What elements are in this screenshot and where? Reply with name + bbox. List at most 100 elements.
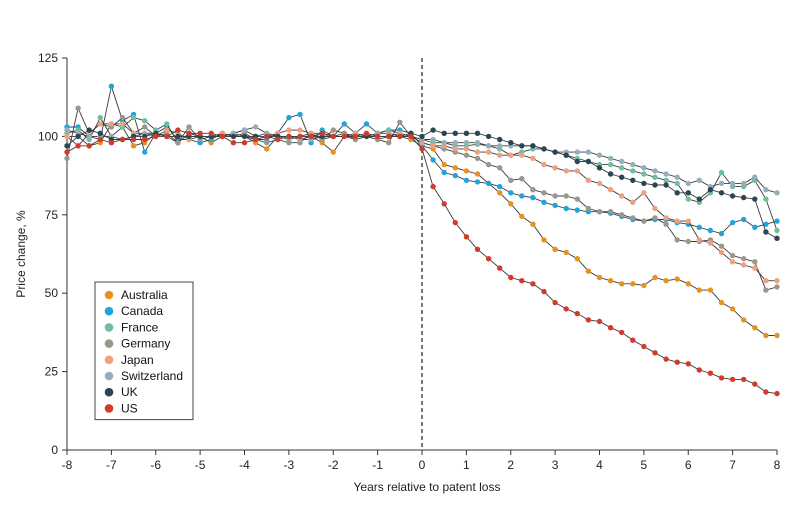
data-point-japan: [519, 152, 525, 158]
x-tick-label: -3: [284, 458, 295, 472]
data-point-switzerland: [752, 174, 758, 180]
data-point-japan: [474, 149, 481, 155]
data-point-germany: [585, 205, 592, 212]
data-point-canada: [741, 216, 747, 223]
data-point-us: [563, 306, 569, 312]
legend-box: [94, 281, 194, 421]
data-point-germany: [397, 119, 403, 126]
data-point-switzerland: [741, 180, 747, 187]
legend-item-canada: Canada: [104, 304, 163, 318]
data-point-us: [308, 133, 314, 140]
data-point-canada: [430, 157, 436, 163]
data-point-switzerland: [463, 140, 470, 146]
data-point-uk: [718, 190, 725, 196]
data-point-australia: [519, 213, 525, 220]
data-point-switzerland: [663, 171, 669, 177]
data-point-us: [419, 146, 425, 152]
data-point-us: [186, 130, 192, 136]
data-point-uk: [175, 133, 181, 140]
data-point-uk: [630, 177, 636, 183]
data-point-japan: [164, 127, 170, 133]
y-axis-title: Price change, %: [14, 210, 28, 298]
data-point-us: [652, 350, 658, 356]
data-point-australia: [130, 143, 137, 149]
data-point-us: [386, 133, 392, 140]
data-point-japan: [452, 146, 458, 152]
y-tick-label: 75: [45, 208, 59, 222]
legend-marker: [104, 339, 114, 348]
data-point-us: [75, 143, 81, 149]
legend-label: France: [121, 320, 159, 334]
data-point-uk: [674, 190, 680, 196]
data-point-france: [607, 161, 614, 168]
data-point-germany: [630, 215, 636, 221]
data-point-switzerland: [718, 180, 725, 187]
legend: Australia Canada France Germany Japan Switzer…: [94, 281, 194, 421]
data-point-switzerland: [86, 133, 92, 140]
data-point-switzerland: [485, 143, 492, 149]
data-point-canada: [541, 199, 547, 205]
legend-marker: [104, 387, 114, 397]
data-point-japan: [752, 265, 758, 271]
data-point-japan: [619, 193, 625, 199]
data-point-australia: [741, 317, 747, 323]
data-point-australia: [463, 168, 470, 174]
series-us: [64, 127, 780, 397]
data-point-germany: [119, 114, 126, 121]
data-point-australia: [696, 287, 702, 293]
data-point-switzerland: [474, 140, 481, 146]
data-point-uk: [774, 235, 780, 241]
data-point-canada: [763, 221, 769, 227]
data-point-japan: [718, 249, 725, 256]
data-point-canada: [463, 177, 470, 183]
x-tick-label: -1: [372, 458, 383, 472]
data-point-germany: [508, 177, 514, 183]
data-point-uk: [585, 158, 592, 165]
data-point-germany: [530, 187, 536, 193]
data-point-uk: [64, 143, 70, 149]
data-point-us: [153, 133, 159, 140]
data-point-japan: [286, 127, 292, 133]
data-point-us: [519, 278, 525, 284]
data-point-germany: [264, 140, 270, 146]
data-point-australia: [718, 299, 725, 306]
data-point-japan: [607, 187, 614, 193]
data-point-uk: [663, 182, 669, 188]
legend-item-japan: Japan: [104, 353, 154, 367]
data-point-germany: [519, 176, 525, 182]
data-point-uk: [508, 140, 514, 146]
data-point-switzerland: [729, 180, 736, 187]
data-point-france: [674, 180, 680, 187]
x-axis-title: Years relative to patent loss: [354, 480, 501, 494]
data-point-germany: [674, 237, 680, 243]
data-point-switzerland: [64, 127, 70, 133]
data-point-germany: [142, 124, 148, 130]
data-point-switzerland: [641, 165, 647, 171]
data-point-australia: [729, 306, 736, 312]
data-point-us: [630, 337, 636, 343]
data-point-australia: [663, 278, 669, 284]
data-point-germany: [718, 243, 725, 249]
data-point-france: [164, 121, 170, 127]
legend-marker: [104, 290, 114, 300]
data-point-australia: [530, 221, 536, 227]
data-point-us: [297, 133, 303, 140]
data-point-us: [264, 133, 270, 140]
data-point-us: [175, 127, 181, 133]
data-point-australia: [752, 325, 758, 331]
data-point-uk: [574, 158, 580, 165]
data-point-us: [197, 130, 203, 136]
data-point-us: [319, 130, 325, 136]
data-point-canada: [707, 227, 714, 234]
data-point-germany: [497, 165, 503, 171]
data-point-japan: [663, 215, 669, 221]
data-point-japan: [652, 205, 658, 212]
data-point-switzerland: [585, 149, 592, 155]
data-point-japan: [729, 259, 736, 265]
data-point-japan: [508, 152, 514, 158]
data-point-canada: [297, 111, 303, 118]
data-point-germany: [774, 284, 780, 290]
data-point-us: [641, 343, 647, 350]
data-point-uk: [75, 133, 81, 140]
